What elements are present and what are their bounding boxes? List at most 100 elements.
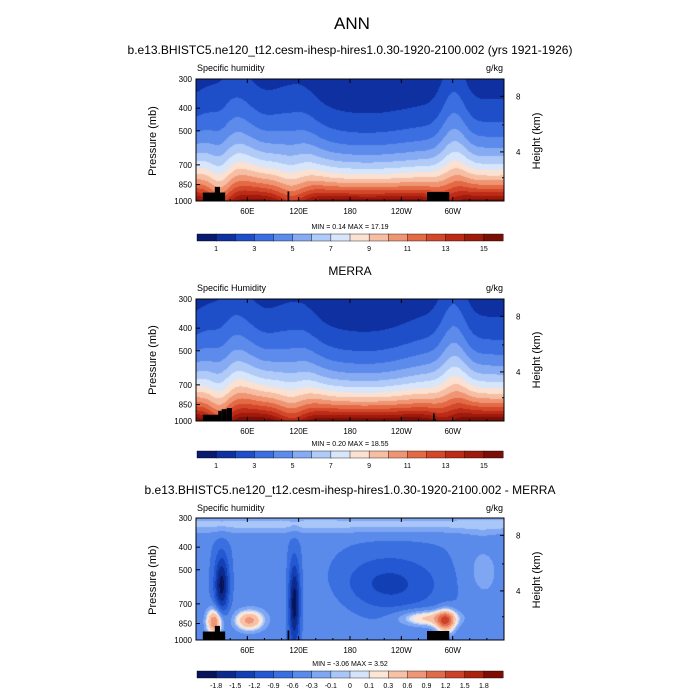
colorbar-label: 15 (480, 246, 488, 253)
panel-model: b.e13.BHISTC5.ne120_t12.cesm-ihesp-hires… (128, 43, 573, 253)
colorbar-label: 1.5 (460, 683, 470, 690)
y-tick-label: 400 (179, 104, 193, 113)
heatmap-plot: 60E 120E 180 120W 60W 300 400 500 700 850 1000 8 4 (174, 75, 521, 216)
colorbar-swatch (273, 670, 294, 679)
colorbar: 1 3 5 7 9 11 13 15 (196, 233, 504, 253)
y-right-tick-label: 8 (516, 312, 521, 321)
x-tick-label: 120E (289, 427, 308, 436)
colorbar-swatch (483, 450, 504, 459)
y-tick-label: 1000 (174, 636, 192, 645)
heatmap-plot: 60E 120E 180 120W 60W 300 400 500 700 850 1000 8 4 (174, 514, 521, 655)
x-tick-label: 180 (343, 427, 357, 436)
colorbar-swatch (273, 450, 294, 459)
min-max-stats: MIN = 0.20 MAX = 18.55 (311, 441, 388, 448)
colorbar-swatch (254, 670, 274, 679)
y-tick-label: 300 (179, 75, 193, 84)
heatmap-field (196, 518, 504, 640)
variable-label: Specific Humidity (197, 283, 267, 293)
y-axis-label: Pressure (mb) (147, 325, 159, 395)
colorbar-swatch (426, 450, 447, 459)
colorbar-swatch (407, 670, 427, 679)
colorbar-label: 5 (291, 246, 295, 253)
y-tick-label: 300 (179, 514, 193, 523)
y-axis-right-label: Height (km) (531, 113, 543, 170)
colorbar-swatch (349, 450, 370, 459)
topography-mask (221, 409, 227, 421)
y-right-tick-label: 4 (516, 368, 521, 377)
y-right-tick-label: 4 (516, 148, 521, 157)
panel-merra: MERRA Specific Humidity g/kg 60E 120E 180 1… (147, 264, 543, 470)
colorbar-swatch (483, 233, 504, 242)
colorbar-label: 13 (442, 246, 450, 253)
topography-mask (202, 414, 220, 421)
colorbar-swatch (388, 233, 408, 242)
colorbar-swatch (292, 670, 313, 679)
y-tick-label: 300 (179, 295, 193, 304)
figure-title: ANN (334, 14, 370, 33)
colorbar-swatch (349, 670, 370, 679)
colorbar: 1 3 5 7 9 11 13 15 (196, 450, 504, 470)
colorbar-swatch (254, 450, 274, 459)
colorbar-swatch (330, 670, 351, 679)
colorbar-swatch (196, 450, 217, 459)
colorbar-label: 11 (404, 463, 411, 470)
colorbar-swatch (445, 450, 466, 459)
colorbar-label: 0.9 (422, 683, 432, 690)
colorbar-swatch (311, 670, 332, 679)
y-tick-label: 1000 (174, 417, 192, 426)
topography-mask (427, 191, 450, 201)
colorbar-label: -1.8 (210, 683, 222, 690)
colorbar-label: 1 (214, 246, 218, 253)
y-right-tick-label: 8 (516, 92, 521, 101)
x-tick-label: 60E (240, 646, 254, 655)
colorbar-swatch (196, 670, 217, 679)
colorbar-label: 7 (329, 246, 333, 253)
panel-title: b.e13.BHISTC5.ne120_t12.cesm-ihesp-hires… (145, 483, 556, 497)
colorbar-label: 0.6 (403, 683, 413, 690)
colorbar-label: -1.2 (248, 683, 260, 690)
colorbar-label: -0.1 (325, 683, 337, 690)
y-tick-label: 400 (179, 543, 193, 552)
y-axis-right-label: Height (km) (531, 552, 543, 609)
units-label: g/kg (486, 283, 503, 293)
colorbar-label: -1.5 (229, 683, 241, 690)
colorbar-swatch (445, 670, 466, 679)
colorbar-label: -0.6 (287, 683, 299, 690)
colorbar-swatch (464, 233, 485, 242)
x-tick-label: 180 (343, 207, 357, 216)
topography-mask (427, 630, 450, 640)
colorbar-swatch (368, 233, 389, 242)
topography-mask (287, 191, 290, 201)
variable-label: Specific humidity (197, 503, 265, 513)
x-tick-label: 120W (391, 427, 412, 436)
y-tick-label: 700 (179, 161, 193, 170)
y-axis-right-label: Height (km) (531, 332, 543, 389)
colorbar-label: 7 (329, 463, 333, 470)
colorbar-label: 9 (367, 463, 371, 470)
colorbar-swatch (330, 233, 351, 242)
units-label: g/kg (486, 503, 503, 513)
topography-mask (219, 192, 226, 201)
colorbar-swatch (426, 233, 447, 242)
colorbar-label: -0.3 (306, 683, 318, 690)
y-tick-label: 850 (179, 620, 193, 629)
y-tick-label: 500 (179, 127, 193, 136)
colorbar-swatch (311, 450, 332, 459)
topography-mask (202, 192, 226, 201)
colorbar-swatch (215, 450, 236, 459)
x-tick-label: 60W (444, 646, 461, 655)
colorbar-swatch (254, 233, 274, 242)
colorbar-label: -0.9 (267, 683, 279, 690)
x-tick-label: 120W (391, 646, 412, 655)
colorbar-swatch (215, 670, 236, 679)
y-right-tick-label: 8 (516, 531, 521, 540)
colorbar-swatch (292, 233, 313, 242)
colorbar-swatch (407, 233, 427, 242)
colorbar-label: 3 (252, 246, 256, 253)
y-tick-label: 400 (179, 324, 193, 333)
y-axis-label: Pressure (mb) (147, 106, 159, 176)
colorbar-swatch (215, 233, 236, 242)
colorbar-label: 13 (442, 463, 450, 470)
min-max-stats: MIN = 0.14 MAX = 17.19 (311, 224, 388, 231)
colorbar-swatch (235, 233, 255, 242)
